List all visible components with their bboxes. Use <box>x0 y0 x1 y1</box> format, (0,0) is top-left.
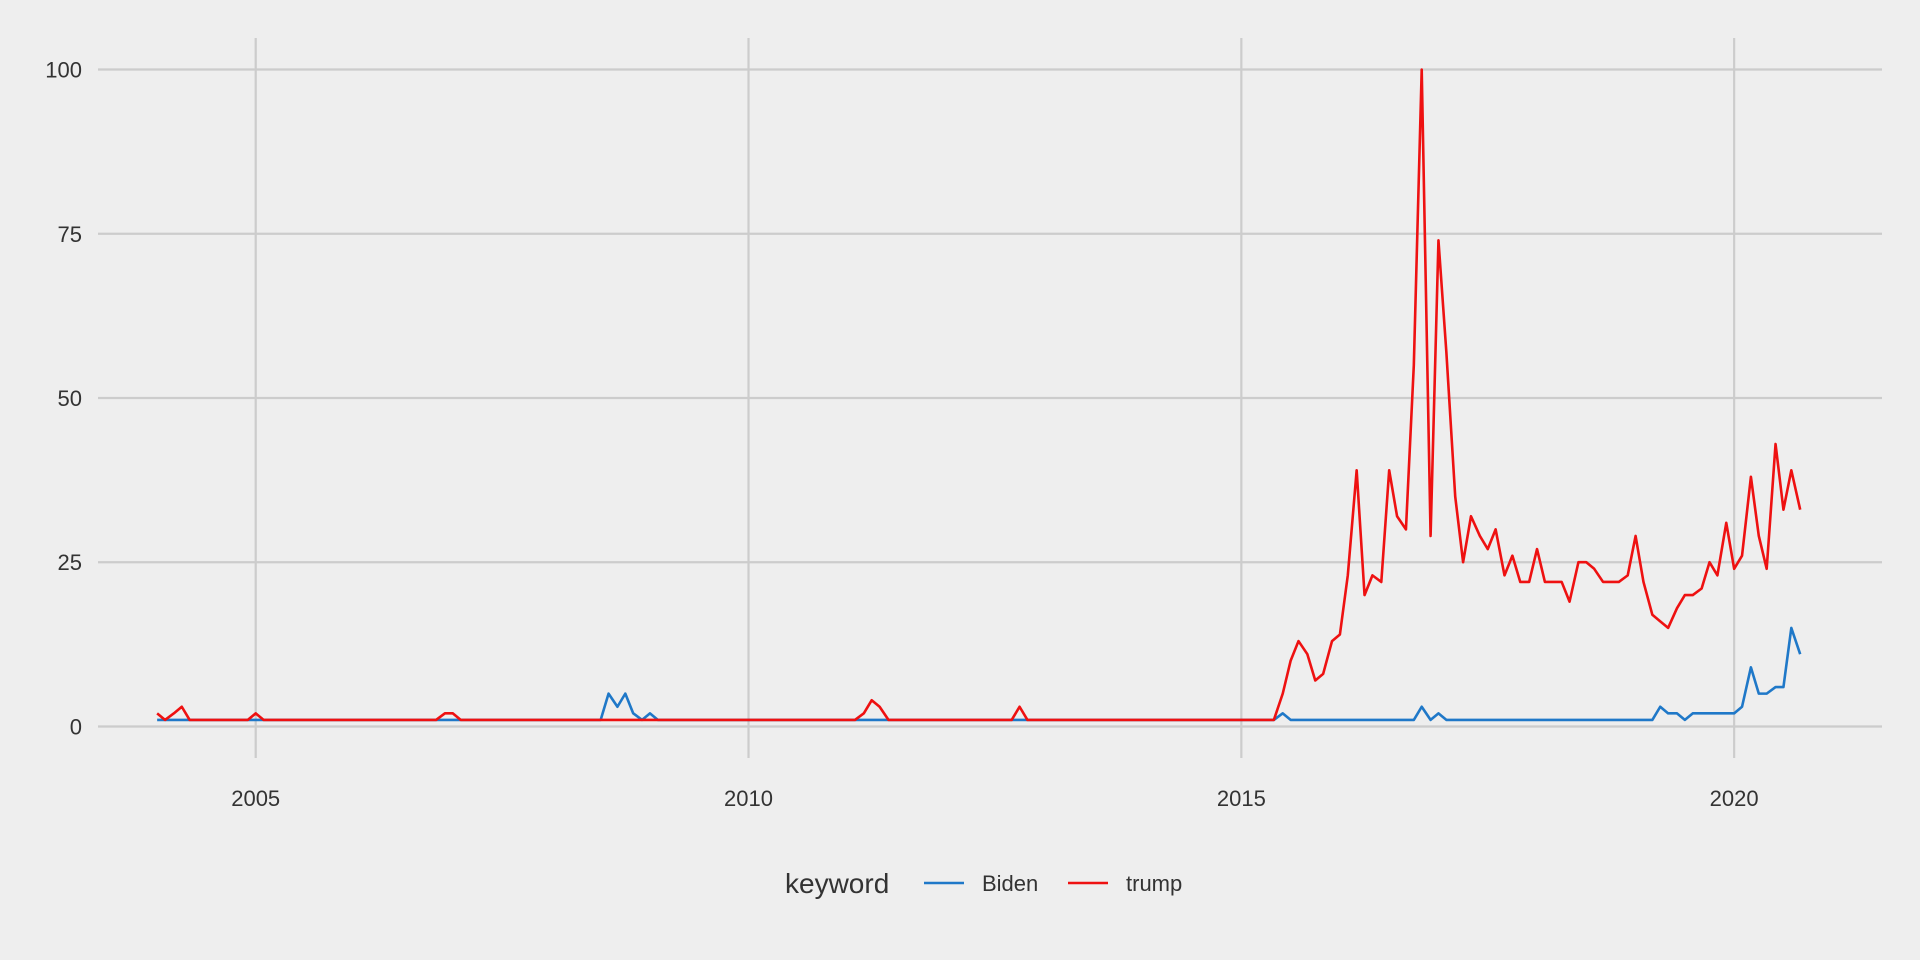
legend-title: keyword <box>785 868 889 899</box>
y-tick-label: 25 <box>58 550 82 575</box>
x-tick-label: 2005 <box>231 786 280 811</box>
tick-labels: 0 25 50 75 100 2005 2010 2015 2020 <box>45 58 1758 811</box>
series-line-trump <box>156 68 1802 722</box>
y-tick-label: 50 <box>58 386 82 411</box>
legend-label-trump: trump <box>1126 871 1182 896</box>
y-tick-label: 100 <box>45 58 82 83</box>
series-lines <box>156 68 1802 722</box>
legend-label-biden: Biden <box>982 871 1038 896</box>
x-tick-label: 2020 <box>1710 786 1759 811</box>
series-line-biden <box>157 626 1802 722</box>
y-tick-label: 0 <box>70 714 82 739</box>
y-tick-label: 75 <box>58 222 82 247</box>
legend: keyword Biden trump <box>785 868 1182 899</box>
gridlines <box>98 38 1882 758</box>
x-tick-label: 2015 <box>1217 786 1266 811</box>
x-tick-label: 2010 <box>724 786 773 811</box>
